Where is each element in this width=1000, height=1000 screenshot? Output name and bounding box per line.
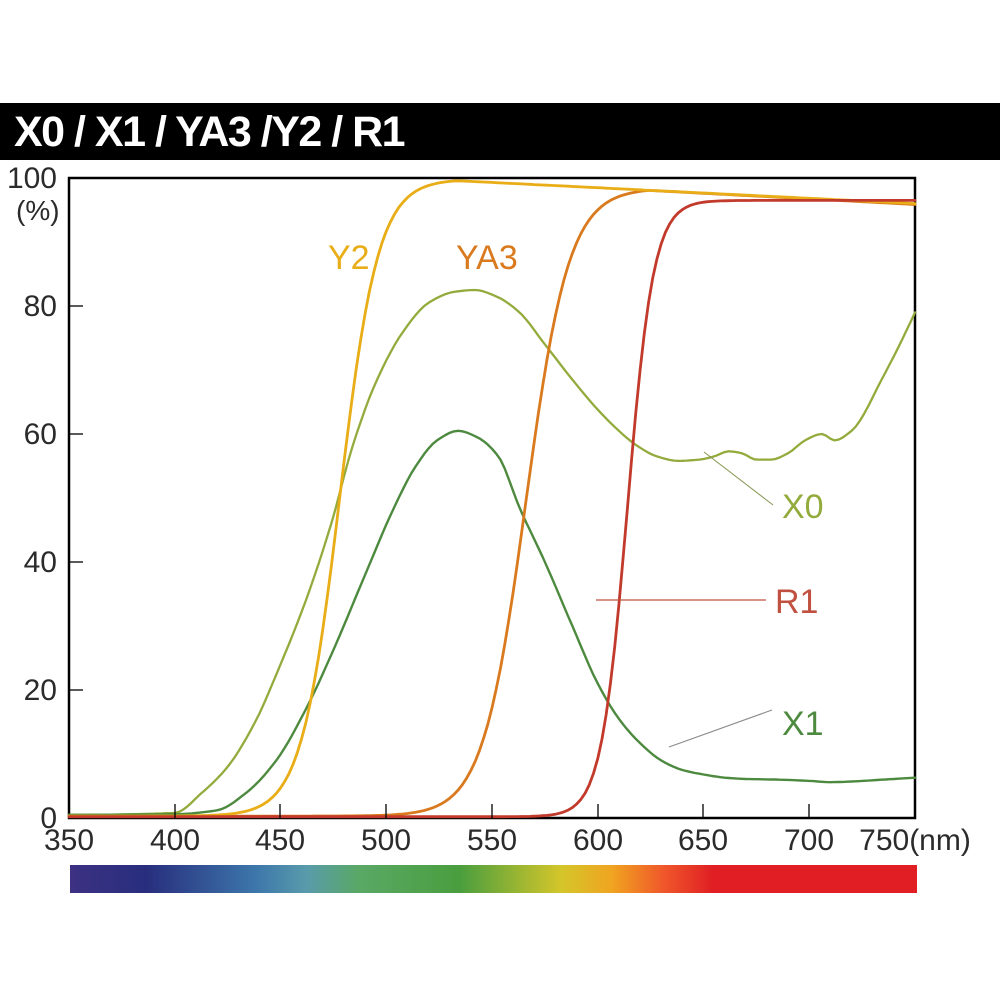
- svg-text:X0: X0: [782, 488, 824, 526]
- svg-text:40: 40: [24, 546, 57, 579]
- svg-text:500: 500: [361, 824, 411, 857]
- svg-text:350: 350: [44, 824, 94, 857]
- svg-text:750(nm): 750(nm): [859, 824, 971, 857]
- svg-text:60: 60: [24, 418, 57, 451]
- svg-text:550: 550: [467, 824, 517, 857]
- svg-text:650: 650: [678, 824, 728, 857]
- svg-text:X0 / X1 / YA3 /Y2 / R1: X0 / X1 / YA3 /Y2 / R1: [14, 108, 405, 156]
- svg-text:YA3: YA3: [456, 239, 518, 277]
- svg-text:100: 100: [7, 162, 57, 195]
- svg-text:(%): (%): [16, 195, 60, 226]
- svg-text:80: 80: [24, 290, 57, 323]
- svg-text:400: 400: [150, 824, 200, 857]
- svg-text:700: 700: [784, 824, 834, 857]
- svg-text:Y2: Y2: [328, 239, 370, 277]
- svg-text:600: 600: [573, 824, 623, 857]
- svg-text:R1: R1: [775, 583, 818, 621]
- svg-text:450: 450: [255, 824, 305, 857]
- svg-text:20: 20: [24, 674, 57, 707]
- svg-text:X1: X1: [782, 705, 824, 743]
